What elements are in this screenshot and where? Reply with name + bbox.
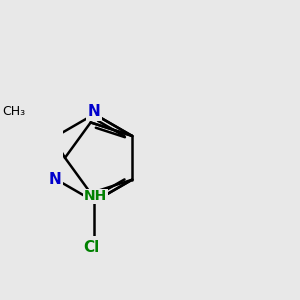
Text: NH: NH (84, 189, 107, 203)
Text: N: N (49, 172, 61, 187)
Text: N: N (88, 104, 101, 119)
Text: Cl: Cl (83, 240, 99, 255)
Text: CH₃: CH₃ (2, 105, 26, 118)
